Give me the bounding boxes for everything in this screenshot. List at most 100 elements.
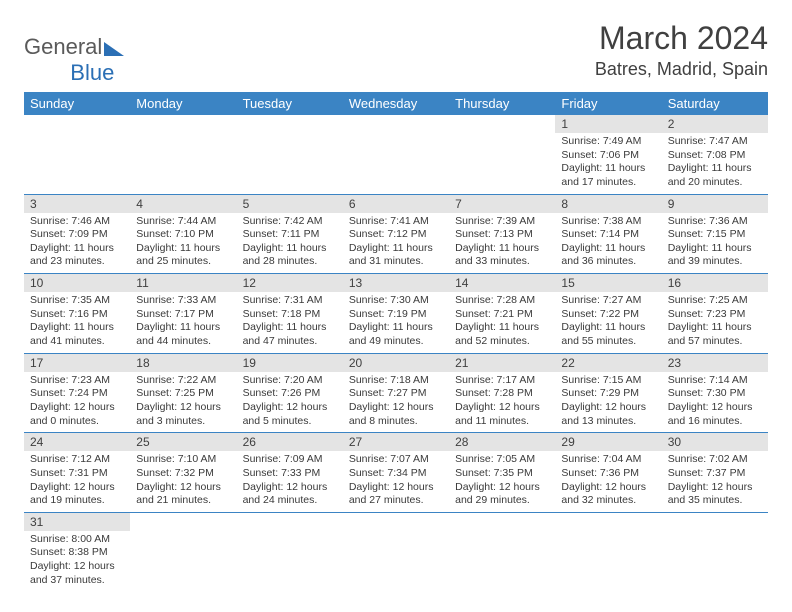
calendar-cell: 20Sunrise: 7:18 AMSunset: 7:27 PMDayligh… xyxy=(343,353,449,433)
day-number: 5 xyxy=(237,195,343,213)
day-details: Sunrise: 7:07 AMSunset: 7:34 PMDaylight:… xyxy=(343,451,449,512)
day-details: Sunrise: 7:47 AMSunset: 7:08 PMDaylight:… xyxy=(662,133,768,194)
day-number: 27 xyxy=(343,433,449,451)
calendar-cell: 4Sunrise: 7:44 AMSunset: 7:10 PMDaylight… xyxy=(130,194,236,274)
day-details: Sunrise: 7:44 AMSunset: 7:10 PMDaylight:… xyxy=(130,213,236,274)
day-details: Sunrise: 7:39 AMSunset: 7:13 PMDaylight:… xyxy=(449,213,555,274)
calendar-row: 17Sunrise: 7:23 AMSunset: 7:24 PMDayligh… xyxy=(24,353,768,433)
weekday-header: Wednesday xyxy=(343,92,449,115)
day-number: 20 xyxy=(343,354,449,372)
day-details: Sunrise: 7:38 AMSunset: 7:14 PMDaylight:… xyxy=(555,213,661,274)
day-details: Sunrise: 7:17 AMSunset: 7:28 PMDaylight:… xyxy=(449,372,555,433)
day-number: 23 xyxy=(662,354,768,372)
calendar-cell: 26Sunrise: 7:09 AMSunset: 7:33 PMDayligh… xyxy=(237,433,343,513)
calendar-cell: 17Sunrise: 7:23 AMSunset: 7:24 PMDayligh… xyxy=(24,353,130,433)
brand-name-2: Blue xyxy=(70,60,114,85)
day-details: Sunrise: 8:00 AMSunset: 8:38 PMDaylight:… xyxy=(24,531,130,592)
day-number: 3 xyxy=(24,195,130,213)
calendar-row: 1Sunrise: 7:49 AMSunset: 7:06 PMDaylight… xyxy=(24,115,768,194)
day-number: 28 xyxy=(449,433,555,451)
day-number: 17 xyxy=(24,354,130,372)
sail-icon xyxy=(104,42,124,56)
brand-name-1: General xyxy=(24,34,102,59)
day-details: Sunrise: 7:35 AMSunset: 7:16 PMDaylight:… xyxy=(24,292,130,353)
calendar-cell: 8Sunrise: 7:38 AMSunset: 7:14 PMDaylight… xyxy=(555,194,661,274)
calendar-row: 10Sunrise: 7:35 AMSunset: 7:16 PMDayligh… xyxy=(24,274,768,354)
calendar-cell xyxy=(343,512,449,591)
day-number: 25 xyxy=(130,433,236,451)
calendar-cell: 19Sunrise: 7:20 AMSunset: 7:26 PMDayligh… xyxy=(237,353,343,433)
calendar-cell: 15Sunrise: 7:27 AMSunset: 7:22 PMDayligh… xyxy=(555,274,661,354)
day-number: 6 xyxy=(343,195,449,213)
calendar-row: 31Sunrise: 8:00 AMSunset: 8:38 PMDayligh… xyxy=(24,512,768,591)
calendar-cell: 7Sunrise: 7:39 AMSunset: 7:13 PMDaylight… xyxy=(449,194,555,274)
day-number: 8 xyxy=(555,195,661,213)
weekday-header: Tuesday xyxy=(237,92,343,115)
calendar-cell xyxy=(237,115,343,194)
day-number: 10 xyxy=(24,274,130,292)
day-number: 31 xyxy=(24,513,130,531)
day-number: 11 xyxy=(130,274,236,292)
calendar-cell: 1Sunrise: 7:49 AMSunset: 7:06 PMDaylight… xyxy=(555,115,661,194)
calendar-cell xyxy=(130,512,236,591)
day-number: 30 xyxy=(662,433,768,451)
day-details: Sunrise: 7:04 AMSunset: 7:36 PMDaylight:… xyxy=(555,451,661,512)
title-block: March 2024 Batres, Madrid, Spain xyxy=(595,20,768,80)
weekday-header: Saturday xyxy=(662,92,768,115)
day-number: 9 xyxy=(662,195,768,213)
day-number: 1 xyxy=(555,115,661,133)
calendar-cell: 9Sunrise: 7:36 AMSunset: 7:15 PMDaylight… xyxy=(662,194,768,274)
calendar-cell: 18Sunrise: 7:22 AMSunset: 7:25 PMDayligh… xyxy=(130,353,236,433)
day-number: 22 xyxy=(555,354,661,372)
day-details: Sunrise: 7:33 AMSunset: 7:17 PMDaylight:… xyxy=(130,292,236,353)
calendar-cell: 31Sunrise: 8:00 AMSunset: 8:38 PMDayligh… xyxy=(24,512,130,591)
day-details: Sunrise: 7:28 AMSunset: 7:21 PMDaylight:… xyxy=(449,292,555,353)
day-number: 26 xyxy=(237,433,343,451)
calendar-cell: 29Sunrise: 7:04 AMSunset: 7:36 PMDayligh… xyxy=(555,433,661,513)
day-number: 7 xyxy=(449,195,555,213)
day-details: Sunrise: 7:30 AMSunset: 7:19 PMDaylight:… xyxy=(343,292,449,353)
day-details: Sunrise: 7:12 AMSunset: 7:31 PMDaylight:… xyxy=(24,451,130,512)
day-details: Sunrise: 7:36 AMSunset: 7:15 PMDaylight:… xyxy=(662,213,768,274)
calendar-cell xyxy=(449,512,555,591)
calendar-cell: 10Sunrise: 7:35 AMSunset: 7:16 PMDayligh… xyxy=(24,274,130,354)
calendar-cell xyxy=(130,115,236,194)
day-details: Sunrise: 7:18 AMSunset: 7:27 PMDaylight:… xyxy=(343,372,449,433)
day-details: Sunrise: 7:25 AMSunset: 7:23 PMDaylight:… xyxy=(662,292,768,353)
day-number: 16 xyxy=(662,274,768,292)
day-number: 29 xyxy=(555,433,661,451)
weekday-header: Thursday xyxy=(449,92,555,115)
calendar-table: SundayMondayTuesdayWednesdayThursdayFrid… xyxy=(24,92,768,591)
calendar-row: 24Sunrise: 7:12 AMSunset: 7:31 PMDayligh… xyxy=(24,433,768,513)
month-title: March 2024 xyxy=(595,20,768,57)
day-details: Sunrise: 7:27 AMSunset: 7:22 PMDaylight:… xyxy=(555,292,661,353)
day-number: 4 xyxy=(130,195,236,213)
day-details: Sunrise: 7:31 AMSunset: 7:18 PMDaylight:… xyxy=(237,292,343,353)
calendar-cell: 3Sunrise: 7:46 AMSunset: 7:09 PMDaylight… xyxy=(24,194,130,274)
calendar-cell: 21Sunrise: 7:17 AMSunset: 7:28 PMDayligh… xyxy=(449,353,555,433)
day-number: 21 xyxy=(449,354,555,372)
day-details: Sunrise: 7:42 AMSunset: 7:11 PMDaylight:… xyxy=(237,213,343,274)
calendar-cell: 25Sunrise: 7:10 AMSunset: 7:32 PMDayligh… xyxy=(130,433,236,513)
day-details: Sunrise: 7:02 AMSunset: 7:37 PMDaylight:… xyxy=(662,451,768,512)
calendar-cell xyxy=(24,115,130,194)
calendar-cell xyxy=(237,512,343,591)
weekday-header: Sunday xyxy=(24,92,130,115)
calendar-cell: 22Sunrise: 7:15 AMSunset: 7:29 PMDayligh… xyxy=(555,353,661,433)
day-details: Sunrise: 7:22 AMSunset: 7:25 PMDaylight:… xyxy=(130,372,236,433)
calendar-cell: 6Sunrise: 7:41 AMSunset: 7:12 PMDaylight… xyxy=(343,194,449,274)
calendar-cell: 5Sunrise: 7:42 AMSunset: 7:11 PMDaylight… xyxy=(237,194,343,274)
day-details: Sunrise: 7:46 AMSunset: 7:09 PMDaylight:… xyxy=(24,213,130,274)
day-details: Sunrise: 7:09 AMSunset: 7:33 PMDaylight:… xyxy=(237,451,343,512)
day-details: Sunrise: 7:49 AMSunset: 7:06 PMDaylight:… xyxy=(555,133,661,194)
calendar-cell: 14Sunrise: 7:28 AMSunset: 7:21 PMDayligh… xyxy=(449,274,555,354)
calendar-cell xyxy=(662,512,768,591)
day-details: Sunrise: 7:05 AMSunset: 7:35 PMDaylight:… xyxy=(449,451,555,512)
day-details: Sunrise: 7:41 AMSunset: 7:12 PMDaylight:… xyxy=(343,213,449,274)
day-details: Sunrise: 7:14 AMSunset: 7:30 PMDaylight:… xyxy=(662,372,768,433)
day-number: 2 xyxy=(662,115,768,133)
calendar-cell: 12Sunrise: 7:31 AMSunset: 7:18 PMDayligh… xyxy=(237,274,343,354)
calendar-cell: 28Sunrise: 7:05 AMSunset: 7:35 PMDayligh… xyxy=(449,433,555,513)
day-number: 18 xyxy=(130,354,236,372)
calendar-cell: 24Sunrise: 7:12 AMSunset: 7:31 PMDayligh… xyxy=(24,433,130,513)
